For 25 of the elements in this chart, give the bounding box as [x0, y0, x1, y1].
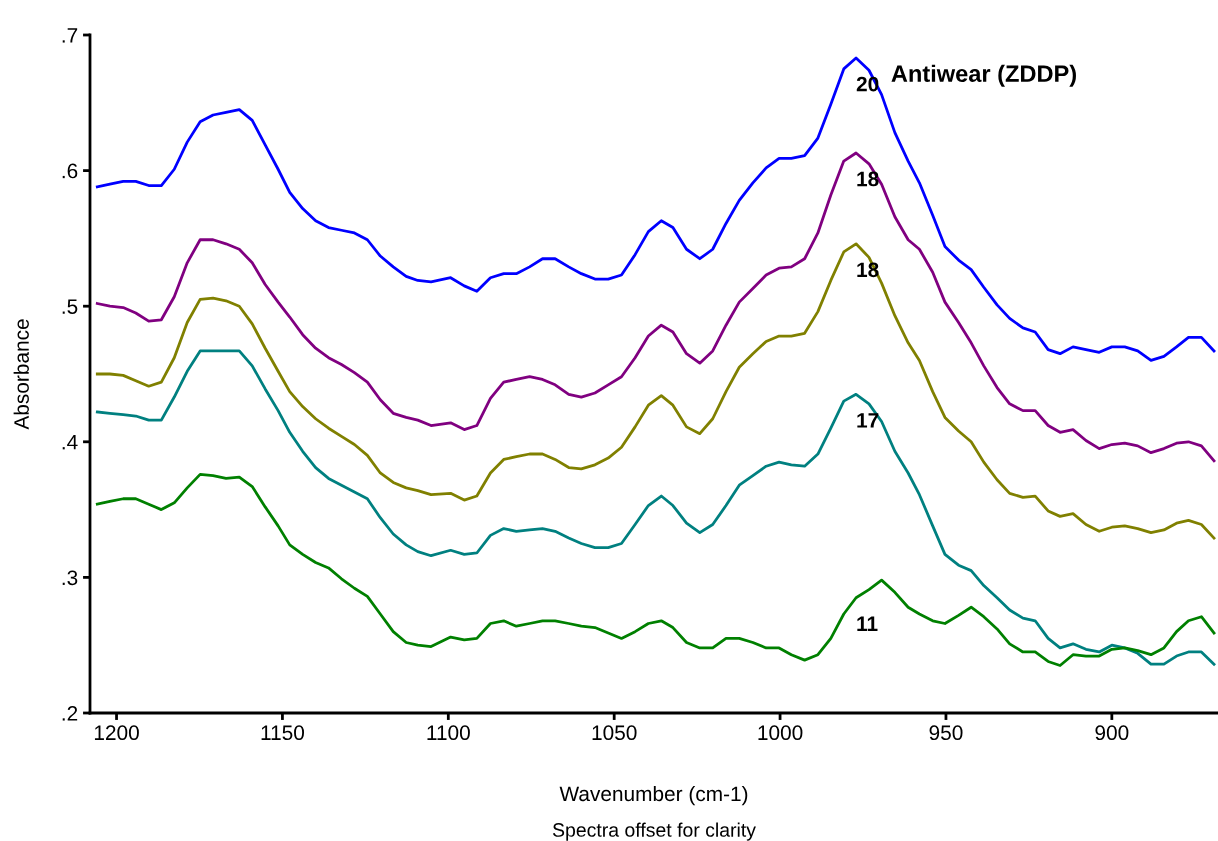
- y-tick-label: .7: [62, 28, 78, 43]
- x-tick-label: 950: [929, 725, 963, 741]
- line-series: [95, 242, 1216, 540]
- series-label: 17: [857, 413, 879, 428]
- line-series: [95, 151, 1216, 463]
- line-series: [95, 56, 1216, 362]
- line-series: [95, 472, 1216, 667]
- x-tick-label: 1200: [94, 725, 139, 741]
- text: Spectra offset for clarity: [552, 822, 756, 841]
- x-tick-label: 1000: [758, 725, 803, 741]
- line-series: [95, 349, 1216, 666]
- x-tick-label: 900: [1095, 725, 1129, 741]
- y-tick-label: .5: [62, 299, 78, 314]
- annotation: Antiwear (ZDDP): [891, 64, 1076, 87]
- series-label: 11: [857, 616, 878, 631]
- y-tick-label: .2: [62, 706, 78, 721]
- y-tick-label: .4: [62, 435, 78, 450]
- series-label: 18: [857, 171, 879, 187]
- y-axis-title: Absorbance: [13, 319, 29, 430]
- y-tick-label: .6: [62, 163, 78, 179]
- x-tick-label: 1050: [592, 725, 637, 741]
- x-tick-label: 1150: [261, 725, 305, 741]
- x-tick-label: 1100: [427, 725, 470, 741]
- y-tick-label: .3: [62, 570, 78, 586]
- x-axis-title: Wavenumber (cm-1): [559, 785, 748, 806]
